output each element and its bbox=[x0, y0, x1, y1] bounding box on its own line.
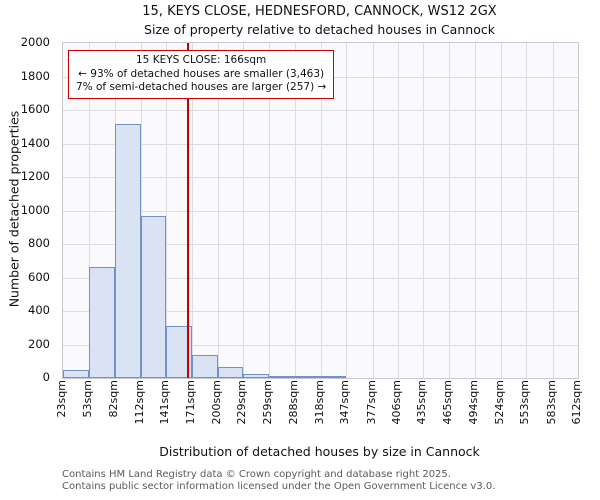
histogram-bar bbox=[217, 367, 244, 378]
histogram-bar bbox=[269, 376, 295, 378]
footer-line-2: Contains public sector information licen… bbox=[62, 480, 496, 492]
vertical-gridline bbox=[269, 43, 271, 378]
vertical-gridline bbox=[372, 43, 374, 378]
property-size-marker-line bbox=[187, 43, 190, 378]
y-tick-label: 1000 bbox=[20, 202, 50, 217]
vertical-gridline bbox=[501, 43, 503, 378]
attribution-footer: Contains HM Land Registry data © Crown c… bbox=[62, 469, 495, 492]
vertical-gridline bbox=[449, 43, 451, 378]
x-tick-label: 171sqm bbox=[184, 380, 198, 425]
y-tick-label: 1200 bbox=[20, 169, 50, 183]
annotation-line-3: 7% of semi-detached houses are larger (2… bbox=[76, 81, 327, 94]
horizontal-gridline bbox=[63, 110, 578, 111]
histogram-bar bbox=[294, 376, 321, 378]
footer-line-1: Contains HM Land Registry data © Crown c… bbox=[62, 469, 451, 480]
y-tick-label: 1400 bbox=[20, 135, 50, 150]
chart-title: 15, KEYS CLOSE, HEDNESFORD, CANNOCK, WS1… bbox=[142, 4, 497, 19]
vertical-gridline bbox=[243, 43, 245, 378]
x-tick-label: 112sqm bbox=[132, 380, 146, 425]
annotation-line-2: ← 93% of detached houses are smaller (3,… bbox=[78, 67, 325, 80]
x-tick-label: 23sqm bbox=[55, 380, 68, 418]
vertical-gridline bbox=[166, 43, 168, 378]
vertical-gridline bbox=[346, 43, 348, 378]
vertical-gridline bbox=[552, 43, 554, 378]
vertical-gridline bbox=[423, 43, 425, 378]
horizontal-gridline bbox=[63, 143, 578, 145]
horizontal-gridline bbox=[63, 177, 578, 178]
x-tick-label: 200sqm bbox=[209, 380, 223, 425]
x-tick-label: 465sqm bbox=[441, 380, 455, 425]
horizontal-gridline bbox=[63, 210, 578, 212]
y-tick-label: 1800 bbox=[20, 68, 50, 83]
vertical-gridline bbox=[140, 43, 142, 378]
annotation-line-1: 15 KEYS CLOSE: 166sqm bbox=[136, 54, 267, 66]
chart-subtitle: Size of property relative to detached ho… bbox=[144, 22, 495, 37]
horizontal-gridline bbox=[63, 244, 578, 245]
x-tick-label: 318sqm bbox=[312, 380, 326, 425]
y-axis-tick-labels: 0 200 400 600 800 1000 1200 1400 1600 1800 2000 bbox=[0, 0, 56, 500]
histogram-bar bbox=[140, 215, 167, 378]
vertical-gridline bbox=[474, 43, 476, 378]
x-tick-label: 347sqm bbox=[338, 380, 352, 425]
y-tick-label: 200 bbox=[28, 336, 50, 351]
horizontal-gridline bbox=[63, 277, 578, 279]
x-axis-label: Distribution of detached houses by size … bbox=[159, 444, 480, 459]
histogram-bar bbox=[320, 376, 347, 378]
vertical-gridline bbox=[294, 43, 296, 378]
y-tick-label: 400 bbox=[28, 303, 50, 317]
plot-area: 15 KEYS CLOSE: 166sqm ← 93% of detached … bbox=[62, 42, 579, 379]
y-tick-label: 800 bbox=[28, 236, 50, 250]
x-tick-label: 259sqm bbox=[261, 380, 275, 425]
x-tick-label: 377sqm bbox=[364, 380, 378, 425]
vertical-gridline bbox=[526, 43, 528, 378]
y-tick-label: 0 bbox=[42, 370, 50, 384]
x-tick-label: 53sqm bbox=[81, 380, 95, 418]
x-tick-label: 229sqm bbox=[235, 380, 249, 425]
x-tick-label: 406sqm bbox=[389, 380, 403, 425]
y-tick-label: 1600 bbox=[20, 102, 50, 116]
x-tick-label: 612sqm bbox=[570, 380, 583, 425]
x-tick-label: 435sqm bbox=[415, 380, 429, 425]
x-tick-label: 288sqm bbox=[286, 380, 300, 425]
vertical-gridline bbox=[397, 43, 399, 378]
x-tick-label: 553sqm bbox=[518, 380, 532, 425]
x-tick-label: 82sqm bbox=[106, 380, 120, 418]
histogram-bar bbox=[192, 355, 218, 378]
annotation-box: 15 KEYS CLOSE: 166sqm ← 93% of detached … bbox=[68, 50, 335, 99]
histogram-bar bbox=[89, 267, 115, 378]
horizontal-gridline bbox=[63, 344, 578, 346]
x-tick-label: 494sqm bbox=[466, 380, 480, 425]
y-tick-label: 2000 bbox=[20, 35, 50, 49]
vertical-gridline bbox=[89, 43, 91, 378]
x-axis-tick-labels: 23sqm 53sqm 82sqm 112sqm 141sqm 171sqm 200sqm 2… bbox=[55, 380, 583, 438]
histogram-bar bbox=[243, 373, 270, 378]
vertical-gridline bbox=[320, 43, 322, 378]
x-tick-label: 141sqm bbox=[158, 380, 172, 425]
histogram-bar bbox=[114, 124, 141, 378]
vertical-gridline bbox=[192, 43, 194, 378]
x-tick-label: 583sqm bbox=[544, 380, 558, 425]
histogram-bar bbox=[63, 369, 90, 378]
x-tick-label: 524sqm bbox=[493, 380, 507, 425]
vertical-gridline bbox=[217, 43, 219, 378]
y-tick-label: 600 bbox=[28, 269, 50, 284]
horizontal-gridline bbox=[63, 311, 578, 312]
